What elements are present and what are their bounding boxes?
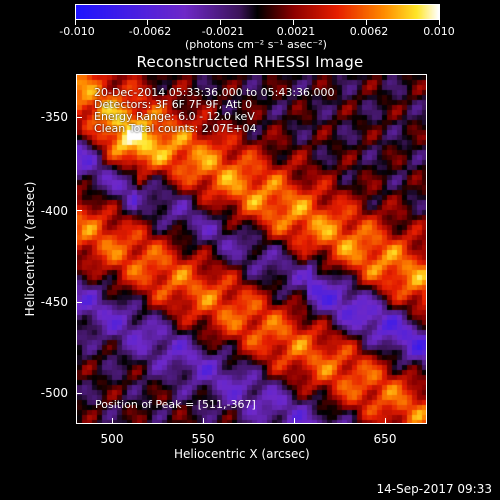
- timestamp: 14-Sep-2017 09:33: [376, 482, 492, 496]
- x-tick-label: 500: [100, 432, 124, 446]
- peak-position: Position of Peak = [511,-367]: [95, 398, 256, 411]
- image-title: Reconstructed RHESSI Image: [136, 53, 364, 71]
- colorbar-tick-label: -0.0062: [128, 25, 172, 38]
- info-time: 20-Dec-2014 05:33:36.000 to 05:43:36.000: [94, 86, 335, 99]
- colorbar: [75, 4, 440, 20]
- y-tick-label: -450: [40, 295, 68, 309]
- y-axis-label: Heliocentric Y (arcsec): [23, 181, 37, 317]
- colorbar-tick-label: 0.010: [423, 25, 455, 38]
- y-tick-label: -500: [40, 386, 68, 400]
- colorbar-units: (photons cm⁻² s⁻¹ asec⁻²): [185, 38, 327, 51]
- x-tick-label: 550: [191, 432, 215, 446]
- colorbar-tick-label: -0.010: [59, 25, 95, 38]
- info-energy: Energy Range: 6.0 - 12.0 keV: [94, 110, 255, 123]
- x-tick-label: 600: [282, 432, 306, 446]
- info-detectors: Detectors: 3F 6F 7F 9F, Att 0: [94, 98, 253, 111]
- x-tick-label: 650: [373, 432, 397, 446]
- colorbar-tick-label: 0.0021: [276, 25, 316, 38]
- y-tick-label: -400: [40, 204, 68, 218]
- colorbar-tick-label: 0.0062: [349, 25, 389, 38]
- x-axis-label: Heliocentric X (arcsec): [174, 447, 310, 461]
- info-method: Clean Total counts: 2.07E+04: [94, 122, 257, 135]
- colorbar-tick-label: -0.0021: [201, 25, 245, 38]
- rhessi-image: 20-Dec-2014 05:33:36.000 to 05:43:36.000…: [76, 74, 427, 424]
- y-tick-label: -350: [40, 110, 68, 124]
